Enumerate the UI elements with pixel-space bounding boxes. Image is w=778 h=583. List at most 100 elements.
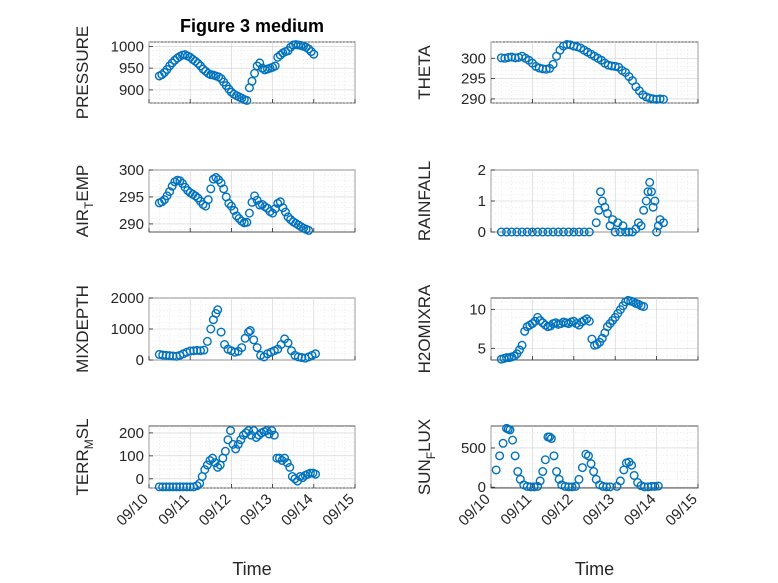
panel-h2omixra: 5 10 H2OMIXRA bbox=[415, 284, 699, 373]
data-point bbox=[205, 455, 215, 465]
data-point bbox=[574, 474, 584, 484]
panel-terr-msl: 0 100 200 09/10 09/11 09/12 09/13 09/14 09/15 Tim… bbox=[73, 418, 358, 579]
x-tick-label: 09/11 bbox=[497, 491, 535, 529]
data-point bbox=[567, 482, 577, 492]
data-point bbox=[282, 458, 292, 468]
data-point bbox=[283, 212, 293, 222]
data-point bbox=[165, 187, 175, 197]
data-point bbox=[311, 469, 321, 479]
data-point bbox=[157, 197, 167, 207]
data-point bbox=[577, 463, 587, 473]
y-axis-label: TERRMSL bbox=[73, 418, 96, 495]
data-point bbox=[195, 346, 205, 356]
data-point bbox=[584, 316, 594, 326]
data-point bbox=[615, 476, 625, 486]
data-point bbox=[213, 462, 223, 472]
data-point bbox=[192, 345, 202, 355]
data-point bbox=[161, 482, 171, 492]
y-tick-label: 300 bbox=[119, 162, 144, 179]
data-point bbox=[582, 314, 592, 324]
data-point bbox=[273, 52, 283, 62]
data-point bbox=[182, 482, 192, 492]
data-point bbox=[252, 343, 262, 353]
data-point bbox=[558, 227, 568, 237]
data-point bbox=[211, 173, 221, 183]
y-tick-label: 2 bbox=[478, 162, 486, 179]
data-point bbox=[249, 335, 259, 345]
data-point bbox=[203, 195, 213, 205]
y-axis-label: AIRTEMP bbox=[73, 165, 96, 238]
data-point bbox=[597, 333, 607, 343]
data-point bbox=[200, 465, 210, 475]
x-tick-label: 09/14 bbox=[621, 491, 660, 530]
data-point bbox=[242, 95, 252, 105]
x-tick-label: 09/10 bbox=[455, 491, 494, 530]
data-point bbox=[220, 446, 230, 456]
data-point bbox=[190, 56, 200, 66]
data-point bbox=[304, 225, 314, 235]
y-tick-label: 10 bbox=[469, 302, 486, 319]
chart-title: Figure 3 medium bbox=[180, 16, 324, 36]
data-point bbox=[245, 326, 255, 336]
data-point bbox=[305, 468, 315, 478]
data-point bbox=[639, 205, 649, 215]
data-point bbox=[210, 458, 220, 468]
data-point bbox=[283, 338, 293, 348]
y-tick-label: 1 bbox=[478, 193, 486, 210]
data-point bbox=[202, 460, 212, 470]
data-point bbox=[158, 482, 168, 492]
y-tick-label: 100 bbox=[119, 448, 144, 465]
data-point bbox=[541, 64, 551, 74]
data-point bbox=[507, 227, 517, 237]
data-point bbox=[496, 227, 506, 237]
data-point bbox=[653, 481, 663, 491]
data-point bbox=[520, 326, 530, 336]
data-point bbox=[267, 426, 277, 436]
y-tick-label: 950 bbox=[119, 60, 144, 77]
data-point bbox=[251, 432, 261, 442]
data-point bbox=[495, 451, 505, 461]
y-tick-label: 0 bbox=[478, 479, 486, 496]
data-point bbox=[655, 94, 665, 104]
y-tick-label: 2000 bbox=[111, 290, 144, 307]
data-point bbox=[548, 227, 558, 237]
x-axis-label: Time bbox=[575, 559, 614, 579]
data-point bbox=[583, 451, 593, 461]
data-point bbox=[231, 444, 241, 454]
data-point bbox=[522, 227, 532, 237]
data-point bbox=[252, 195, 262, 205]
data-point bbox=[546, 434, 556, 444]
data-point bbox=[206, 324, 216, 334]
data-point bbox=[538, 467, 548, 477]
data-point bbox=[535, 476, 545, 486]
data-point bbox=[206, 184, 216, 194]
data-point bbox=[193, 58, 203, 68]
data-point bbox=[228, 439, 238, 449]
data-point bbox=[517, 227, 527, 237]
data-point bbox=[554, 474, 564, 484]
y-axis-label: MIXDEPTH bbox=[73, 285, 92, 373]
data-point bbox=[571, 481, 581, 491]
y-tick-label: 295 bbox=[461, 71, 486, 88]
x-tick-label: 09/12 bbox=[538, 491, 577, 530]
data-point bbox=[244, 426, 254, 436]
data-point bbox=[602, 208, 612, 218]
data-point bbox=[538, 227, 548, 237]
panel-air-temp: 290 295 300 AIRTEMP bbox=[73, 162, 356, 238]
x-axis-label: Time bbox=[232, 559, 271, 579]
data-point bbox=[175, 482, 185, 492]
data-point bbox=[643, 187, 653, 197]
data-point bbox=[627, 460, 637, 470]
y-tick-label: 0 bbox=[136, 352, 144, 369]
data-point bbox=[178, 482, 188, 492]
data-point bbox=[648, 94, 658, 104]
y-axis-label: THETA bbox=[415, 45, 434, 100]
y-tick-label: 290 bbox=[119, 216, 144, 233]
y-axis-label: PRESSURE bbox=[73, 26, 92, 120]
y-tick-label: 5 bbox=[478, 340, 486, 357]
panel-theta: 290 295 300 THETA bbox=[415, 39, 699, 108]
data-point bbox=[274, 453, 284, 463]
data-point bbox=[596, 187, 606, 197]
data-point bbox=[223, 435, 233, 445]
